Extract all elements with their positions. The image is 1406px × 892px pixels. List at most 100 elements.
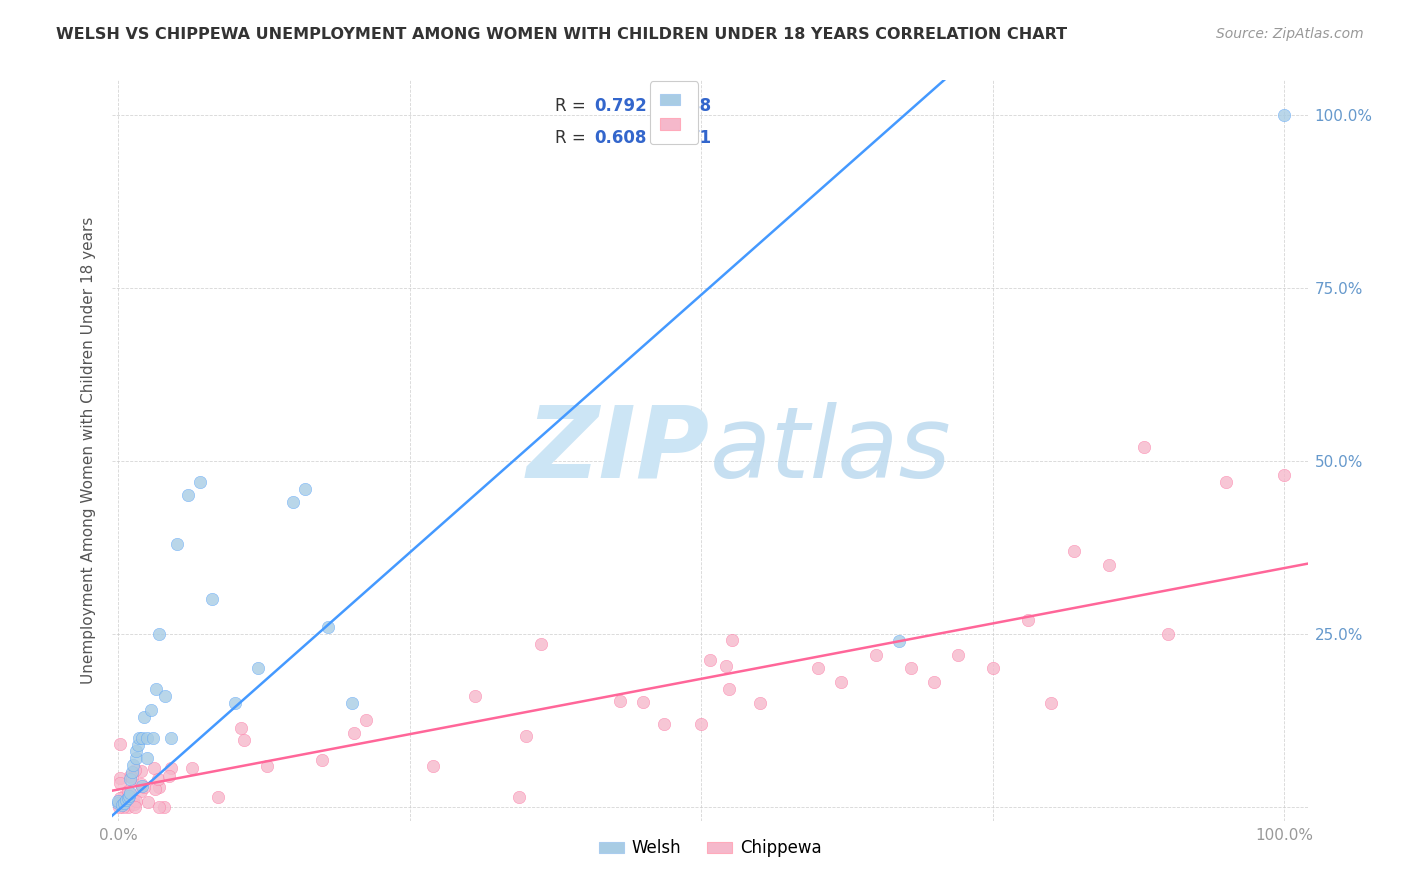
Point <box>207 790 229 805</box>
Text: atlas: atlas <box>710 402 952 499</box>
Point <box>131 731 153 745</box>
Point <box>132 710 155 724</box>
Text: Source: ZipAtlas.com: Source: ZipAtlas.com <box>1216 27 1364 41</box>
Point <box>136 795 159 809</box>
Y-axis label: Unemployment Among Women with Children Under 18 years: Unemployment Among Women with Children U… <box>80 217 96 684</box>
Point <box>124 764 146 778</box>
Point <box>128 731 150 745</box>
Point <box>1156 627 1178 641</box>
Point <box>807 661 830 675</box>
Point <box>118 772 141 786</box>
Point <box>177 488 200 502</box>
Point <box>720 633 742 648</box>
Point <box>283 495 305 509</box>
Text: N =: N = <box>647 97 695 115</box>
Point <box>1215 475 1237 489</box>
Point <box>946 648 969 662</box>
Point <box>125 744 148 758</box>
Point <box>354 713 377 727</box>
Text: N =: N = <box>647 129 695 147</box>
Point <box>343 726 366 740</box>
Point <box>111 797 134 812</box>
Text: 71: 71 <box>689 129 711 147</box>
Point <box>188 475 211 489</box>
Point <box>110 799 132 814</box>
Point <box>160 761 183 775</box>
Text: R =: R = <box>554 97 591 115</box>
Point <box>200 592 222 607</box>
Point <box>142 731 165 745</box>
Point <box>110 790 132 805</box>
Point <box>122 793 145 807</box>
Point <box>118 786 141 800</box>
Point <box>699 653 721 667</box>
Point <box>108 737 131 751</box>
Point <box>125 751 148 765</box>
Point <box>422 758 444 772</box>
Point <box>148 772 170 786</box>
Point <box>464 689 486 703</box>
Point <box>1272 108 1295 122</box>
Point <box>247 661 270 675</box>
Point <box>121 765 143 780</box>
Point <box>1040 696 1063 710</box>
Point <box>830 675 852 690</box>
Point <box>1017 613 1039 627</box>
Point <box>311 754 333 768</box>
Point <box>148 799 170 814</box>
Point <box>865 648 887 662</box>
Point <box>111 795 134 809</box>
Point <box>294 482 316 496</box>
Point <box>1272 467 1295 482</box>
Text: 0.608: 0.608 <box>595 129 647 147</box>
Point <box>129 764 152 778</box>
Point <box>136 731 159 745</box>
Point <box>125 794 148 808</box>
Point <box>224 696 246 710</box>
Point <box>139 703 162 717</box>
Text: 38: 38 <box>689 97 711 115</box>
Point <box>981 661 1004 675</box>
Point <box>118 769 141 783</box>
Point <box>152 799 174 814</box>
Point <box>142 761 165 775</box>
Point <box>515 730 537 744</box>
Point <box>1098 558 1121 572</box>
Point <box>233 733 256 747</box>
Point <box>112 789 135 803</box>
Point <box>229 721 252 735</box>
Point <box>609 693 631 707</box>
Point <box>117 797 139 812</box>
Point <box>110 776 132 790</box>
Point <box>115 793 138 807</box>
Point <box>530 637 553 651</box>
Point <box>900 661 922 675</box>
Point <box>924 675 946 690</box>
Point <box>118 789 141 804</box>
Point <box>256 758 278 772</box>
Point <box>107 794 129 808</box>
Point <box>889 633 911 648</box>
Point <box>714 659 737 673</box>
Point <box>148 780 170 794</box>
Point <box>690 716 713 731</box>
Text: R =: R = <box>554 129 591 147</box>
Point <box>748 696 770 710</box>
Point <box>107 797 129 811</box>
Text: 0.792: 0.792 <box>595 97 647 115</box>
Text: ZIP: ZIP <box>527 402 710 499</box>
Point <box>108 771 131 785</box>
Point <box>117 783 139 797</box>
Point <box>117 791 139 805</box>
Point <box>1133 440 1156 454</box>
Point <box>117 799 139 814</box>
Point <box>652 717 675 731</box>
Point <box>108 799 131 814</box>
Text: WELSH VS CHIPPEWA UNEMPLOYMENT AMONG WOMEN WITH CHILDREN UNDER 18 YEARS CORRELAT: WELSH VS CHIPPEWA UNEMPLOYMENT AMONG WOM… <box>56 27 1067 42</box>
Point <box>717 681 740 696</box>
Point <box>121 772 143 786</box>
Point <box>134 780 156 794</box>
Point <box>131 777 153 791</box>
Point <box>148 627 170 641</box>
Legend: Welsh, Chippewa: Welsh, Chippewa <box>592 833 828 864</box>
